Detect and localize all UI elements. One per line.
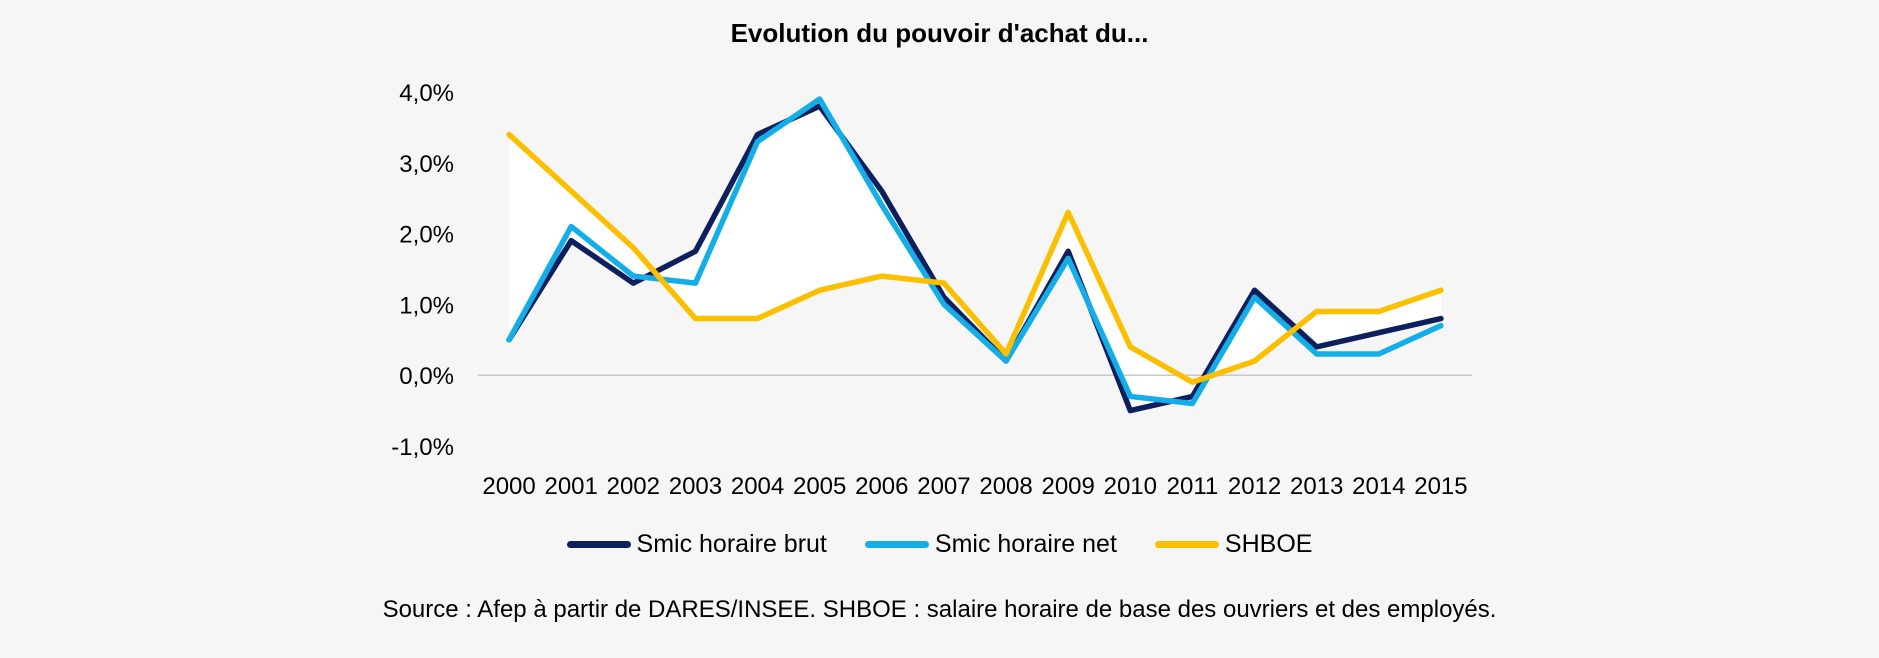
legend: Smic horaire brut Smic horaire net SHBOE [0, 530, 1879, 559]
x-tick-label: 2010 [1104, 473, 1157, 500]
y-tick-label: 2,0% [399, 222, 454, 249]
x-tick-label: 2002 [607, 473, 660, 500]
x-tick-label: 2005 [793, 473, 846, 500]
x-tick-label: 2011 [1167, 473, 1219, 500]
shaded-gap-area [509, 106, 1441, 411]
legend-swatch-smic-net [864, 541, 929, 548]
y-tick-label: 3,0% [399, 151, 454, 178]
x-tick-label: 2000 [482, 473, 535, 500]
x-tick-label: 2006 [855, 473, 908, 500]
legend-item-shboe: SHBOE [1154, 530, 1313, 559]
chart-title: Evolution du pouvoir d'achat du... [730, 18, 1149, 48]
y-tick-label: -1,0% [391, 434, 454, 461]
source-note: Source : Afep à partir de DARES/INSEE. S… [382, 596, 1497, 623]
series-lines [506, 96, 1444, 414]
x-tick-label: 2015 [1414, 473, 1467, 500]
legend-swatch-shboe [1154, 541, 1219, 548]
shaded-area [509, 106, 1441, 411]
legend-item-smic-net: Smic horaire net [864, 530, 1117, 559]
y-tick-label: 1,0% [399, 292, 454, 319]
x-tick-label: 2012 [1228, 473, 1281, 500]
x-tick-label: 2013 [1290, 473, 1343, 500]
legend-label-shboe: SHBOE [1224, 530, 1313, 558]
series-line-smic-net [506, 96, 1444, 407]
y-tick-label: 0,0% [399, 363, 454, 390]
legend-label-smic-net: Smic horaire net [934, 530, 1117, 558]
series-line-shboe [506, 131, 1444, 386]
legend-item-smic-brut: Smic horaire brut [566, 530, 827, 559]
tick-labels: 4,0% 3,0% 2,0% 1,0% 0,0% -1,0% 2000 2001 2002 200… [391, 80, 1467, 500]
legend-label-smic-brut: Smic horaire brut [636, 530, 827, 558]
x-tick-label: 2008 [979, 473, 1032, 500]
x-tick-label: 2001 [544, 473, 597, 500]
series-line-smic-brut [506, 103, 1444, 414]
x-tick-label: 2009 [1041, 473, 1094, 500]
x-tick-label: 2007 [917, 473, 970, 500]
legend-swatch-smic-brut [566, 541, 631, 548]
x-tick-label: 2003 [669, 473, 722, 500]
y-tick-label: 4,0% [399, 80, 454, 107]
x-tick-label: 2014 [1352, 473, 1405, 500]
x-tick-label: 2004 [731, 473, 784, 500]
